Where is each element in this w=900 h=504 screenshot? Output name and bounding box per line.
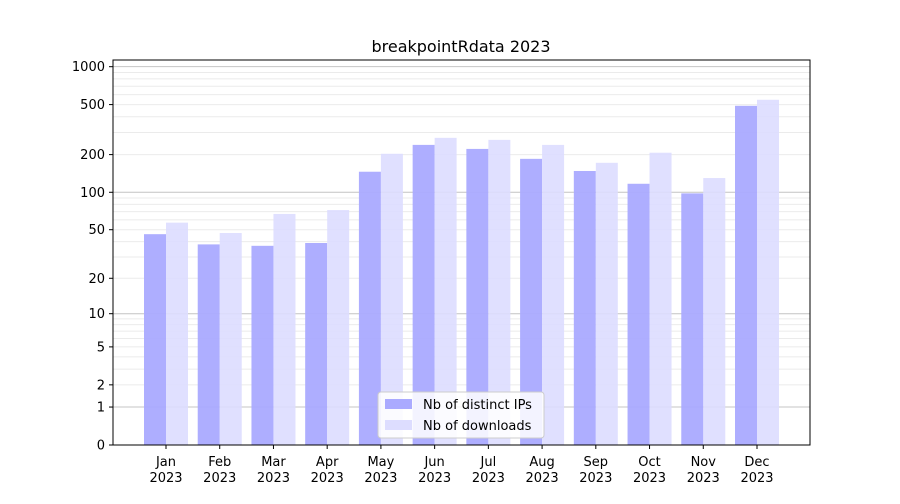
y-axis: 0 1 2 5 10 20 50 100 200 500 1000: [72, 60, 113, 454]
y-tick-label: 500: [80, 98, 105, 113]
bar-downloads: [166, 222, 188, 445]
x-tick-label: Oct: [638, 455, 660, 470]
bar-downloads: [219, 233, 242, 445]
bar-distinct-ips: [735, 105, 757, 446]
x-tick-label: Mar: [261, 455, 286, 470]
y-tick-label: 2: [97, 378, 105, 393]
x-tick-label: 2023: [633, 471, 666, 486]
x-tick-label: Aug: [529, 455, 554, 470]
legend-box: [377, 391, 545, 439]
y-tick-label: 0: [97, 439, 105, 454]
legend-label-ips: Nb of distinct IPs: [423, 398, 532, 413]
y-tick-label: 5: [97, 340, 105, 355]
bar-downloads: [757, 99, 779, 445]
x-tick-label: Feb: [208, 455, 231, 470]
y-tick-label: 10: [88, 307, 105, 322]
bar-distinct-ips: [573, 170, 596, 445]
legend: Nb of distinct IPs Nb of downloads: [377, 391, 545, 439]
x-tick-label: 2023: [364, 471, 397, 486]
x-tick-label: 2023: [740, 471, 773, 486]
bar-distinct-ips: [358, 171, 381, 445]
x-tick-label: Nov: [691, 455, 717, 470]
bar-distinct-ips: [681, 193, 704, 445]
y-tick-label: 100: [80, 186, 105, 201]
x-tick-label: 2023: [257, 471, 290, 486]
x-tick-label: 2023: [472, 471, 505, 486]
x-tick-label: 2023: [203, 471, 236, 486]
bar-downloads: [703, 178, 726, 445]
x-tick-label: 2023: [687, 471, 720, 486]
bar-distinct-ips: [412, 144, 435, 445]
legend-swatch-downloads: [385, 420, 412, 430]
legend-swatch-ips: [385, 399, 412, 409]
bar-distinct-ips: [627, 183, 650, 446]
y-tick-label: 50: [88, 223, 105, 238]
bar-distinct-ips: [251, 245, 274, 445]
bar-downloads: [542, 144, 565, 445]
x-tick-label: 2023: [418, 471, 451, 486]
x-tick-label: Jun: [423, 455, 444, 470]
x-tick-label: May: [367, 455, 394, 470]
y-tick-label: 1: [97, 401, 105, 416]
bar-downloads: [595, 162, 618, 445]
bar-distinct-ips: [144, 234, 166, 445]
bar-downloads: [434, 137, 457, 445]
x-tick-label: 2023: [311, 471, 344, 486]
bars: [144, 99, 779, 446]
x-axis: Jan2023Feb2023Mar2023Apr2023May2023Jun20…: [149, 445, 774, 486]
bar-downloads: [488, 139, 511, 445]
legend-label-downloads: Nb of downloads: [423, 419, 532, 434]
x-tick-label: Jul: [480, 455, 497, 470]
bar-downloads: [380, 153, 403, 446]
plot-frame: [112, 59, 811, 446]
x-tick-label: Apr: [316, 455, 339, 470]
chart-title: breakpointRdata 2023: [371, 37, 550, 56]
x-tick-label: Sep: [584, 455, 609, 470]
x-tick-label: Jan: [155, 455, 176, 470]
bar-distinct-ips: [305, 243, 328, 445]
y-tick-label: 200: [80, 148, 105, 163]
x-tick-label: Dec: [744, 455, 769, 470]
bar-downloads: [273, 213, 296, 445]
bar-downloads: [649, 152, 672, 445]
x-tick-label: 2023: [579, 471, 612, 486]
x-tick-label: 2023: [149, 471, 182, 486]
bar-distinct-ips: [466, 148, 489, 446]
bar-distinct-ips: [197, 244, 220, 445]
bar-distinct-ips: [520, 158, 543, 445]
y-tick-label: 1000: [72, 60, 105, 75]
y-tick-label: 20: [88, 272, 105, 287]
x-tick-label: 2023: [526, 471, 559, 486]
bar-downloads: [327, 210, 350, 445]
